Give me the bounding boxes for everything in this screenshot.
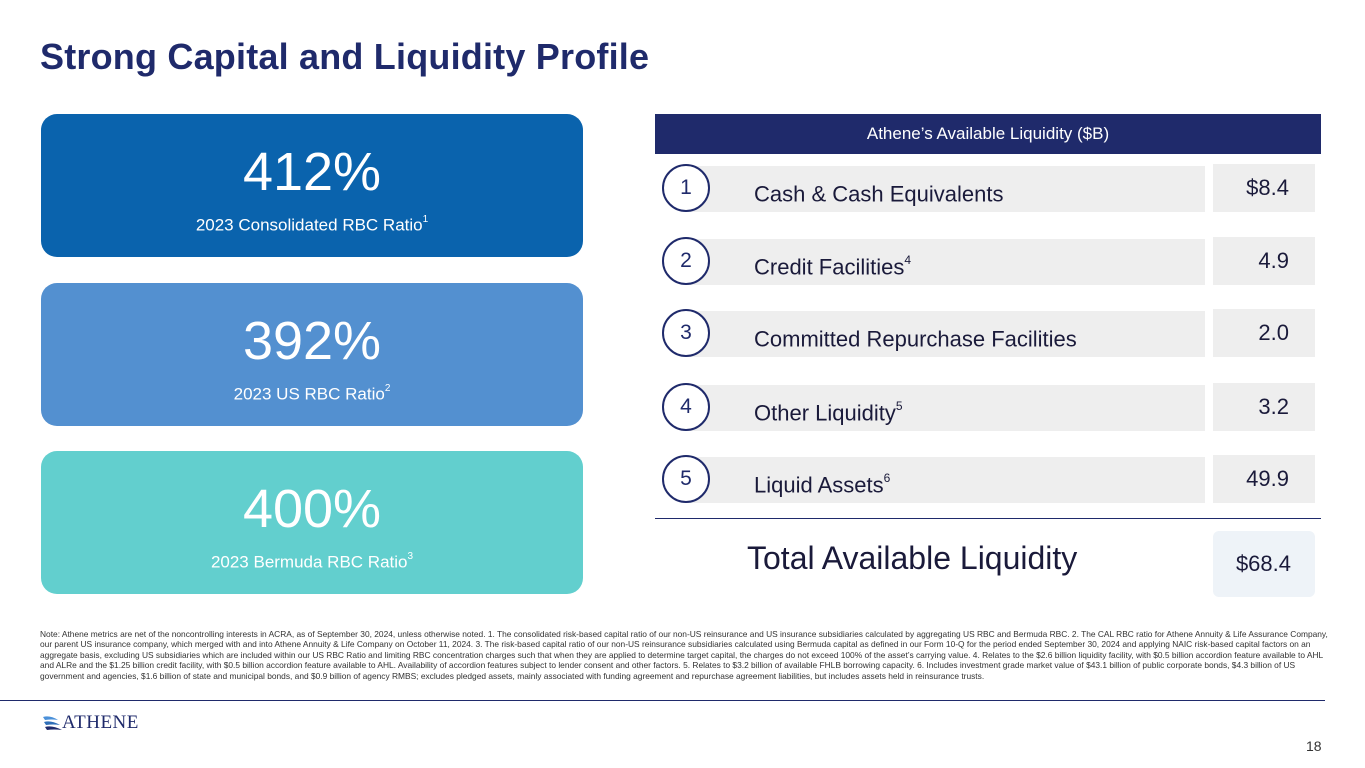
row-value: 4.9 [1213,237,1315,285]
us-rbc-card: 392% 2023 US RBC Ratio2 [41,283,583,426]
total-divider [655,518,1321,519]
row-label: Committed Repurchase Facilities [754,326,1077,352]
row-label: Cash & Cash Equivalents [754,181,1004,207]
footnote-marker: 1 [422,214,429,225]
row-background [687,166,1205,212]
footnote-marker: 2 [384,383,391,394]
row-value: 49.9 [1213,455,1315,503]
page-number: 18 [1306,738,1322,754]
ratio-label: 2023 US RBC Ratio2 [233,383,391,404]
row-background [687,311,1205,357]
liquidity-row: 2 Credit Facilities4 4.9 [662,237,1315,285]
ratio-value: 392% [242,311,382,371]
footnote-marker: 3 [407,551,414,562]
ratio-label: 2023 Bermuda RBC Ratio3 [210,551,414,572]
logo-wordmark: ATHENE [62,712,139,733]
row-number-badge: 3 [662,309,710,357]
footnote-text: Note: Athene metrics are net of the nonc… [40,629,1328,681]
liquidity-row: 5 Liquid Assets6 49.9 [662,455,1315,503]
row-number-badge: 4 [662,383,710,431]
liquidity-table-header: Athene’s Available Liquidity ($B) [655,114,1321,154]
footer-divider [0,700,1325,701]
ratio-label: 2023 Consolidated RBC Ratio1 [195,214,429,235]
total-label: Total Available Liquidity [747,540,1078,576]
row-label: Credit Facilities4 [754,253,912,280]
row-number-badge: 2 [662,237,710,285]
row-value: 3.2 [1213,383,1315,431]
row-label: Other Liquidity5 [754,399,903,426]
liquidity-row: 3 Committed Repurchase Facilities 2.0 [662,309,1315,357]
footnote-marker: 6 [883,471,891,485]
row-background [687,239,1205,285]
row-background [687,457,1205,503]
row-label: Liquid Assets6 [754,471,891,498]
ratio-value: 400% [242,479,382,539]
liquidity-row: 1 Cash & Cash Equivalents $8.4 [662,164,1315,212]
consolidated-rbc-card: 412% 2023 Consolidated RBC Ratio1 [41,114,583,257]
row-background [687,385,1205,431]
page-title: Strong Capital and Liquidity Profile [40,36,650,77]
total-value: $68.4 [1213,531,1315,597]
row-value: $8.4 [1213,164,1315,212]
row-value: 2.0 [1213,309,1315,357]
athene-logo-icon [43,716,62,730]
row-number-badge: 5 [662,455,710,503]
liquidity-row: 4 Other Liquidity5 3.2 [662,383,1315,431]
bermuda-rbc-card: 400% 2023 Bermuda RBC Ratio3 [41,451,583,594]
footnote-marker: 4 [904,253,912,267]
footnote-marker: 5 [895,399,903,413]
row-number-badge: 1 [662,164,710,212]
ratio-value: 412% [242,142,382,202]
